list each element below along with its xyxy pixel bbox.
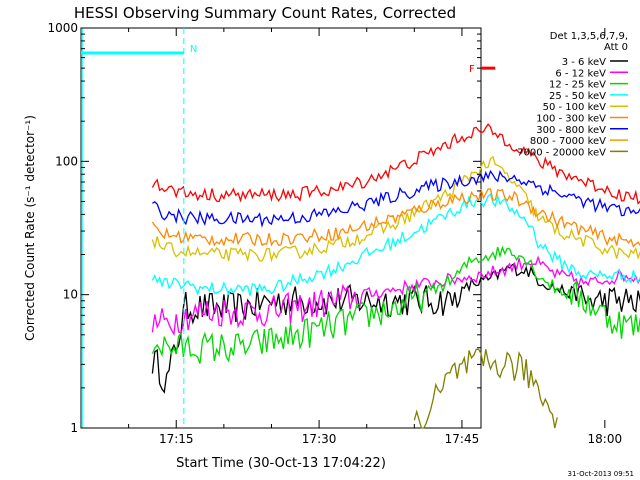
y-tick-label: 10 [63,288,78,302]
legend-label: 100 - 300 keV [536,114,606,125]
series-3-6-kev-line [151,262,640,394]
chart-title: HESSI Observing Summary Count Rates, Cor… [74,4,456,22]
series-7000-20000-kev-line [413,348,558,429]
legend-header-line-2: Att 0 [604,42,628,53]
series-12-25-kev-line [151,245,640,364]
x-tick-label: 18:00 [588,432,623,446]
night-flag-label: N [190,44,197,55]
plot-area: NSF [81,28,640,429]
legend-label: 12 - 25 keV [549,80,606,91]
legend-label: 50 - 100 keV [543,102,607,113]
legend-label: 25 - 50 keV [549,91,606,102]
plot-frame [80,27,482,429]
series-100-300-kev-line [151,188,640,248]
series-50-100-kev-line [151,155,640,263]
series-300-800-kev-line [152,169,640,228]
y-axis-label: Corrected Count Rate (s⁻¹ detector⁻¹) [23,115,37,341]
flare-flag-label: F [469,64,475,75]
legend-label: 3 - 6 keV [562,57,606,68]
y-tick-label: 1000 [47,21,78,35]
legend-label: 6 - 12 keV [555,68,606,79]
legend-label: 300 - 800 keV [536,125,606,136]
footer-timestamp: 31-Oct-2013 09:51 [568,470,634,478]
x-tick-label: 17:45 [445,432,480,446]
x-tick-label: 17:15 [159,432,194,446]
legend-header-line-1: Det 1,3,5,6,7,9, [550,31,628,42]
y-tick-label: 1 [70,421,78,435]
legend-label: 800 - 7000 keV [530,136,606,147]
legend-label: 7000 - 20000 keV [517,147,606,158]
series-9-line [151,123,640,205]
x-axis-label: Start Time (30-Oct-13 17:04:22) [176,456,386,471]
y-tick-label: 100 [55,154,78,168]
x-tick-label: 17:30 [302,432,337,446]
series-6-12-kev-line [151,255,640,337]
series-25-50-kev-line [151,192,640,296]
